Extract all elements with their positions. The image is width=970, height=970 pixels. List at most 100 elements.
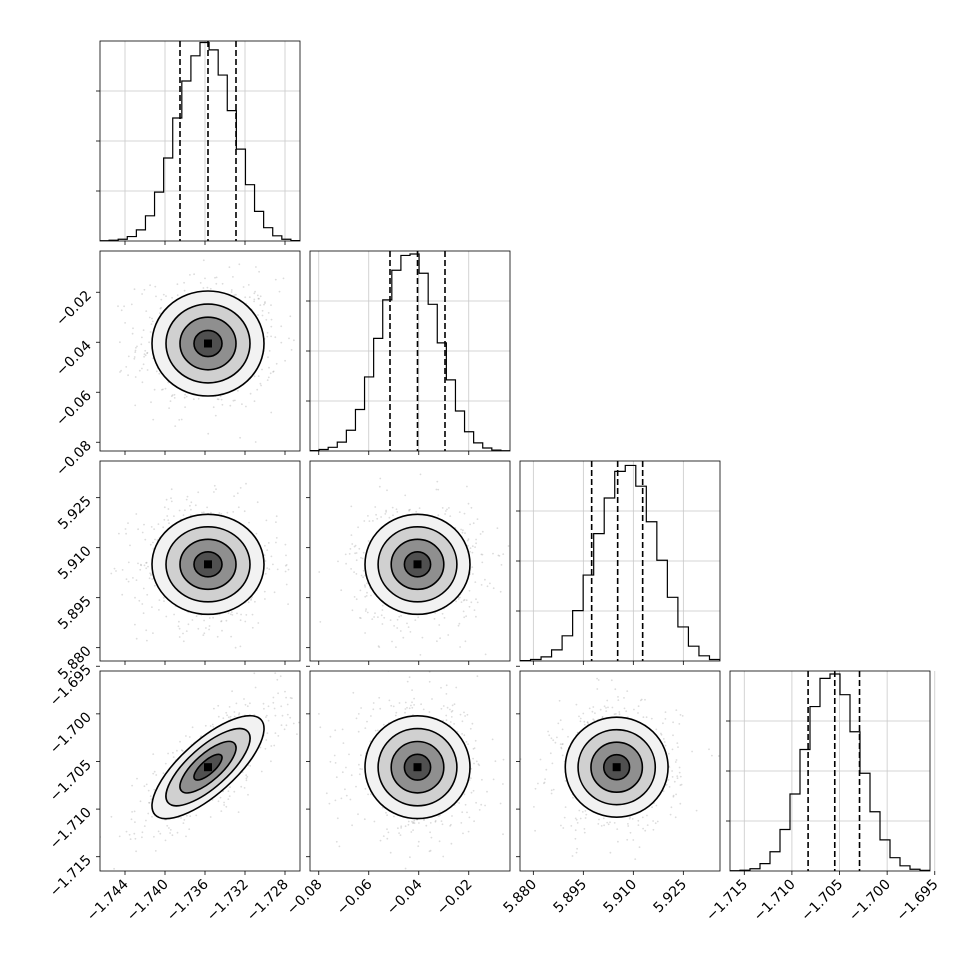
sample-point — [393, 625, 395, 627]
sample-point — [187, 623, 190, 626]
sample-point — [345, 766, 347, 769]
sample-point — [186, 814, 188, 817]
sample-point — [437, 488, 440, 491]
sample-point — [466, 485, 468, 488]
sample-point — [583, 723, 586, 726]
sample-point — [463, 512, 466, 515]
sample-point — [133, 356, 136, 358]
sample-point — [119, 371, 121, 373]
sample-point — [677, 746, 679, 748]
sample-point — [145, 783, 148, 786]
sample-point — [167, 519, 170, 521]
sample-point — [392, 514, 394, 517]
sample-point — [453, 723, 455, 725]
sample-point — [395, 508, 398, 511]
sample-point — [135, 346, 137, 349]
sample-point — [582, 712, 585, 715]
sample-point — [679, 784, 682, 786]
sample-point — [617, 840, 619, 843]
sample-point — [188, 736, 191, 738]
sample-point — [313, 689, 315, 691]
sample-point — [136, 777, 138, 780]
sample-point — [575, 851, 578, 854]
sample-point — [203, 632, 206, 635]
sample-point — [458, 802, 460, 804]
sample-point — [124, 322, 126, 324]
sample-point — [678, 766, 681, 769]
sample-point — [507, 545, 510, 547]
sample-point — [113, 867, 115, 870]
sample-point — [170, 488, 173, 491]
sample-point — [272, 371, 274, 373]
sample-point — [253, 672, 256, 675]
sample-point — [611, 706, 614, 709]
sample-point — [129, 544, 131, 547]
sample-point — [370, 715, 372, 717]
sample-point — [165, 615, 168, 618]
sample-point — [441, 612, 444, 615]
contour-line-2 — [377, 727, 458, 807]
sample-point — [669, 813, 672, 816]
sample-point — [221, 282, 224, 285]
sample-point — [679, 775, 682, 778]
sample-point — [410, 704, 412, 707]
sample-point — [362, 569, 365, 572]
sample-point — [164, 839, 167, 842]
sample-point — [251, 613, 254, 616]
sample-point — [380, 516, 382, 518]
sample-point — [259, 746, 262, 749]
sample-point — [209, 816, 212, 818]
sample-point — [353, 545, 356, 548]
sample-point — [469, 547, 472, 549]
sample-point — [270, 325, 273, 328]
sample-point — [214, 414, 217, 417]
sample-point — [673, 780, 676, 783]
sample-point — [404, 825, 407, 828]
sample-point — [400, 825, 403, 828]
sample-point — [185, 835, 187, 838]
sample-point — [409, 631, 412, 633]
sample-point — [380, 614, 383, 617]
sample-point — [415, 510, 418, 513]
sample-point — [370, 594, 372, 597]
sample-point — [464, 532, 466, 534]
sample-point — [243, 510, 246, 513]
sample-point — [376, 517, 379, 520]
sample-point — [213, 707, 215, 710]
sample-point — [357, 813, 359, 816]
sample-point — [627, 823, 629, 825]
sample-point — [142, 363, 145, 366]
sample-point — [468, 589, 471, 592]
sample-point — [249, 392, 252, 395]
sample-point — [613, 713, 616, 716]
sample-point — [272, 701, 275, 704]
sample-point — [364, 595, 367, 598]
sample-point — [183, 281, 186, 284]
sample-point — [254, 686, 257, 689]
sample-point — [460, 528, 462, 531]
sample-point — [159, 832, 162, 835]
sample-point — [95, 629, 97, 631]
sample-point — [372, 708, 375, 711]
sample-point — [133, 357, 136, 360]
sample-point — [153, 388, 156, 391]
sample-point — [626, 690, 629, 692]
sample-point — [481, 553, 484, 556]
sample-point — [164, 387, 167, 390]
sample-point — [253, 292, 256, 295]
sample-point — [365, 595, 368, 597]
sample-point — [646, 814, 648, 817]
sample-point — [358, 547, 361, 550]
sample-point — [408, 509, 410, 512]
sample-point — [354, 544, 357, 547]
sample-point — [141, 603, 144, 605]
density-frame-1-3 — [309, 670, 511, 872]
sample-point — [371, 618, 374, 620]
sample-point — [679, 714, 682, 716]
sample-point — [293, 339, 295, 342]
sample-point — [366, 611, 369, 614]
sample-point — [253, 375, 256, 378]
sample-point — [237, 506, 240, 509]
sample-point — [261, 309, 264, 312]
sample-point — [287, 568, 290, 571]
